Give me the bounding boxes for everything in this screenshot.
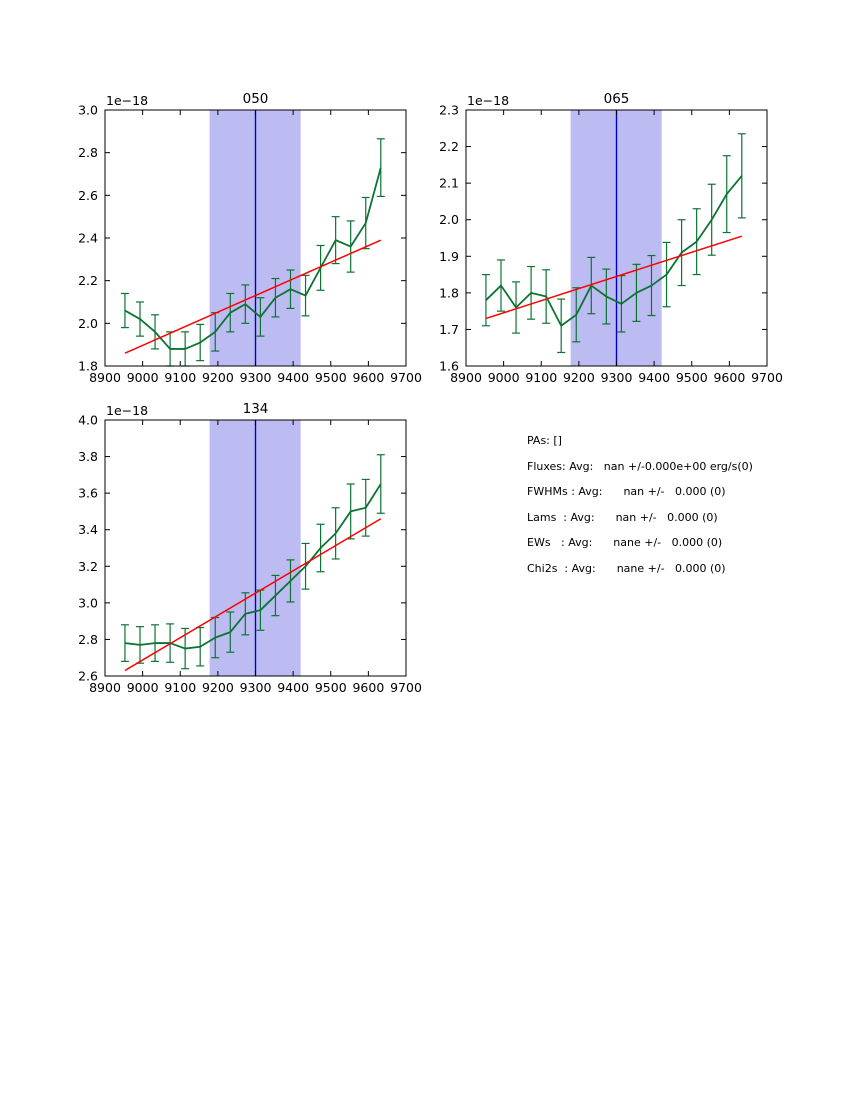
stats-line-fluxes: Fluxes: Avg: nan +/-0.000e+00 erg/s(0) [527, 459, 753, 473]
stats-line-pas: PAs: [] [527, 434, 562, 447]
x-tick-label: 9700 [751, 370, 783, 385]
plot-title: 065 [604, 91, 630, 107]
y-tick-label: 1.8 [78, 359, 98, 374]
x-tick-label: 9200 [202, 370, 234, 385]
x-tick-label: 9500 [315, 680, 347, 695]
x-tick-label: 9500 [315, 370, 347, 385]
x-tick-label: 9000 [127, 370, 159, 385]
fit-line [485, 235, 743, 320]
x-tick-label: 9300 [240, 680, 272, 695]
x-tick-label: 9100 [164, 370, 196, 385]
y-tick-label: 3.6 [78, 486, 98, 501]
x-tick-label: 9400 [277, 370, 309, 385]
stats-line-fwhms: FWHMs : Avg: nan +/- 0.000 (0) [527, 485, 726, 499]
x-tick-label: 8900 [450, 370, 482, 385]
tick-labels: 8900 9000 9100 9200 9300 9400 9500 9600 9700 1.6 1… [439, 103, 783, 386]
y-tick-label: 3.0 [78, 103, 98, 118]
fit-line [124, 518, 382, 672]
ticks [104, 419, 407, 677]
x-tick-label: 8900 [89, 370, 121, 385]
y-tick-label: 3.4 [78, 522, 98, 537]
tick-labels: 8900 9000 9100 9200 9300 9400 9500 9600 9700 1.8 2… [78, 103, 422, 386]
x-tick-label: 9600 [713, 370, 745, 385]
y-tick-label: 3.0 [78, 595, 98, 610]
y-tick-label: 1.6 [439, 359, 459, 374]
x-tick-label: 9600 [352, 680, 384, 695]
y-tick-label: 3.2 [78, 559, 98, 574]
ticks [465, 109, 768, 367]
x-tick-label: 8900 [89, 680, 121, 695]
y-tick-label: 1.9 [439, 249, 459, 264]
y-offset-label: 1e−18 [467, 93, 509, 108]
y-tick-label: 2.2 [439, 139, 459, 154]
x-tick-label: 9000 [127, 680, 159, 695]
y-tick-label: 4.0 [78, 413, 98, 428]
x-tick-label: 9500 [676, 370, 708, 385]
x-tick-label: 9300 [240, 370, 272, 385]
y-tick-label: 2.4 [78, 231, 98, 246]
plot-title: 134 [243, 401, 269, 417]
y-tick-label: 2.2 [78, 273, 98, 288]
plot-065: 8900 9000 9100 9200 9300 9400 9500 9600 9700 1.6 1… [439, 91, 783, 385]
fit-line [124, 239, 382, 354]
y-tick-label: 2.6 [78, 669, 98, 684]
y-tick-label: 2.3 [439, 103, 459, 118]
stats-text: PAs: [] Fluxes: Avg: nan +/-0.000e+00 er… [527, 433, 753, 587]
stats-line-chi2s: Chi2s : Avg: nane +/- 0.000 (0) [527, 561, 726, 575]
tick-labels: 8900 9000 9100 9200 9300 9400 9500 9600 9700 2.6 2… [78, 413, 422, 696]
plot-title: 050 [243, 91, 269, 107]
y-tick-label: 2.1 [439, 176, 459, 191]
y-tick-label: 3.8 [78, 449, 98, 464]
y-tick-label: 2.8 [78, 145, 98, 160]
y-tick-label: 2.8 [78, 632, 98, 647]
x-tick-label: 9700 [390, 370, 422, 385]
ticks [104, 109, 407, 367]
x-tick-label: 9200 [202, 680, 234, 695]
data-series-line [124, 483, 382, 650]
stats-line-lams: Lams : Avg: nan +/- 0.000 (0) [527, 510, 718, 524]
x-tick-label: 9400 [277, 680, 309, 695]
data-series-line [485, 175, 743, 327]
x-tick-label: 9400 [638, 370, 670, 385]
data-series-line [124, 167, 382, 350]
plot-050: 8900 9000 9100 9200 9300 9400 9500 9600 9700 1.8 2… [78, 91, 422, 385]
x-tick-label: 9100 [525, 370, 557, 385]
y-tick-label: 2.6 [78, 188, 98, 203]
y-offset-label: 1e−18 [106, 93, 148, 108]
y-tick-label: 1.7 [439, 322, 459, 337]
y-tick-label: 2.0 [439, 212, 459, 227]
x-tick-label: 9000 [488, 370, 520, 385]
y-offset-label: 1e−18 [106, 403, 148, 418]
x-tick-label: 9300 [601, 370, 633, 385]
x-tick-label: 9700 [390, 680, 422, 695]
plot-134: 8900 9000 9100 9200 9300 9400 9500 9600 9700 2.6 2… [78, 401, 422, 695]
y-tick-label: 1.8 [439, 285, 459, 300]
y-tick-label: 2.0 [78, 316, 98, 331]
x-tick-label: 9200 [563, 370, 595, 385]
stats-line-ews: EWs : Avg: nane +/- 0.000 (0) [527, 536, 723, 550]
x-tick-label: 9600 [352, 370, 384, 385]
x-tick-label: 9100 [164, 680, 196, 695]
